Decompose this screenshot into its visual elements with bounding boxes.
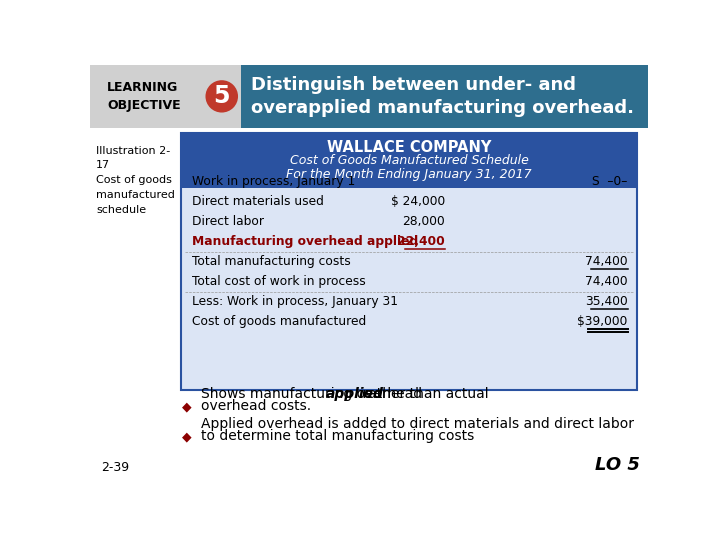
Text: Distinguish between under- and
overapplied manufacturing overhead.: Distinguish between under- and overappli… [251,76,634,117]
Bar [181,132,637,390]
Text: Shows manufacturing overhead: Shows manufacturing overhead [201,387,426,401]
Text: 74,400: 74,400 [585,255,628,268]
Text: to determine total manufacturing costs: to determine total manufacturing costs [201,429,474,443]
Text: Total cost of work in process: Total cost of work in process [192,275,366,288]
Text: $39,000: $39,000 [577,315,628,328]
Text: ◆: ◆ [182,400,192,413]
Text: LEARNING
OBJECTIVE: LEARNING OBJECTIVE [107,81,181,112]
Text: 28,000: 28,000 [402,214,445,228]
Text: For the Month Ending January 31, 2017: For the Month Ending January 31, 2017 [287,168,532,181]
Text: $ 24,000: $ 24,000 [391,194,445,207]
Bar [241,65,648,128]
Text: Manufacturing overhead applied: Manufacturing overhead applied [192,234,418,248]
Text: Cost of goods manufactured: Cost of goods manufactured [192,315,366,328]
Text: LO 5: LO 5 [595,456,640,475]
Bar [181,132,637,188]
Text: rather than actual: rather than actual [358,387,488,401]
Text: Less: Work in process, January 31: Less: Work in process, January 31 [192,295,398,308]
Text: Direct materials used: Direct materials used [192,194,324,207]
Text: 35,400: 35,400 [585,295,628,308]
Text: Work in process, January 1: Work in process, January 1 [192,174,356,187]
Text: 5: 5 [214,84,230,109]
Circle shape [205,80,238,112]
Text: 22,400: 22,400 [397,234,445,248]
Text: WALLACE COMPANY: WALLACE COMPANY [327,140,492,156]
Text: Cost of Goods Manufactured Schedule: Cost of Goods Manufactured Schedule [290,154,528,167]
Text: ◆: ◆ [182,430,192,443]
Bar [90,65,241,128]
Text: S  –0–: S –0– [593,174,628,187]
Text: Applied overhead is added to direct materials and direct labor: Applied overhead is added to direct mate… [201,416,634,430]
Text: 74,400: 74,400 [585,275,628,288]
Text: Illustration 2-
17
Cost of goods
manufactured
schedule: Illustration 2- 17 Cost of goods manufac… [96,146,175,215]
Text: Direct labor: Direct labor [192,214,264,228]
Text: overhead costs.: overhead costs. [201,399,311,413]
Text: applied: applied [325,387,384,401]
Text: 2-39: 2-39 [101,462,129,475]
Text: Total manufacturing costs: Total manufacturing costs [192,255,351,268]
